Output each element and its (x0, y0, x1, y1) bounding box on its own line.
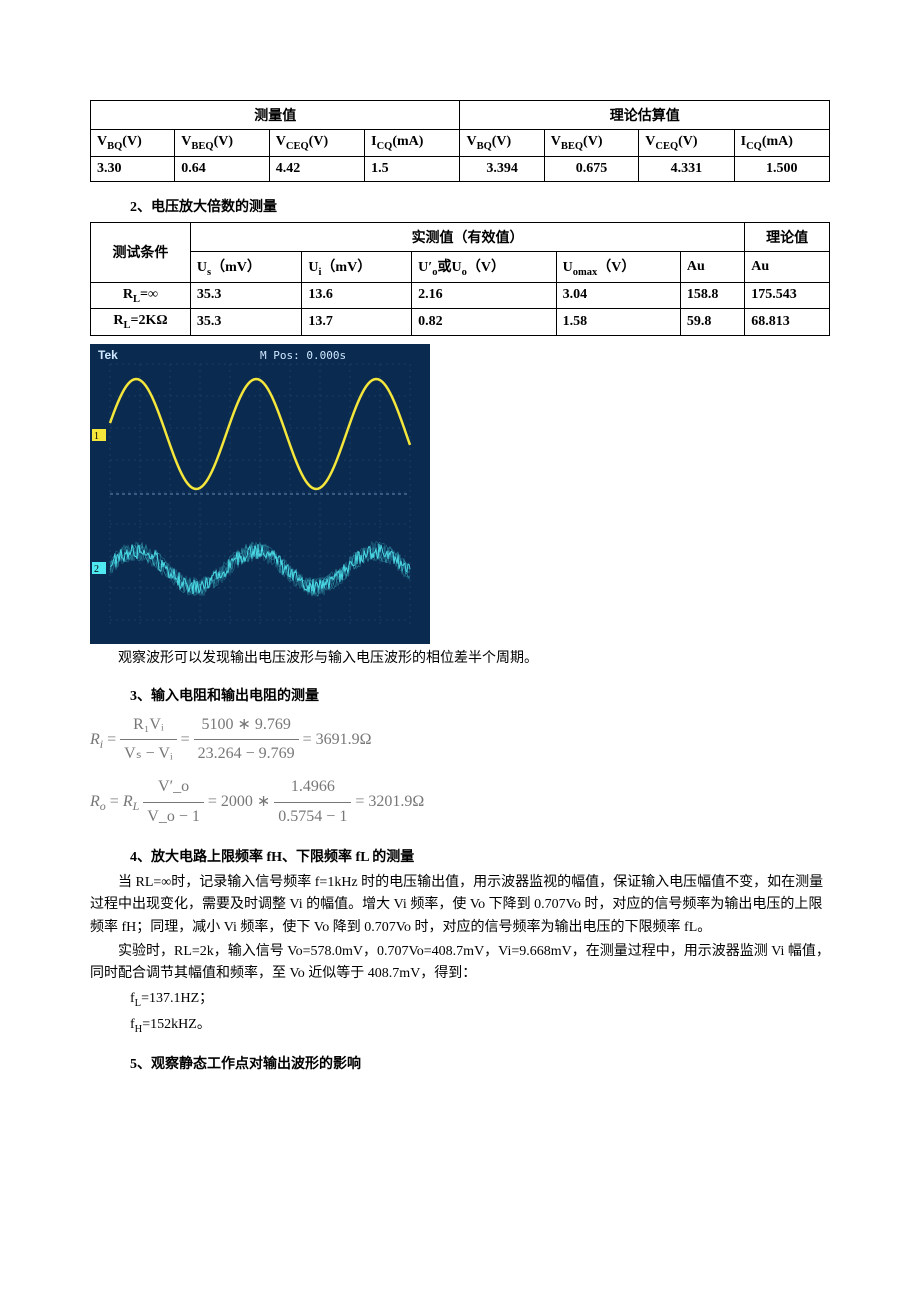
t2-cond: RL=∞ (91, 282, 191, 309)
t2-cell: 68.813 (745, 309, 830, 336)
t2-col: Au (745, 251, 830, 282)
t1-col: VCEQ(V) (269, 130, 364, 157)
t1-col: ICQ(mA) (734, 130, 829, 157)
scope-caption: 观察波形可以发现输出电压波形与输入电压波形的相位差半个周期。 (90, 648, 830, 670)
t1-col: VBEQ(V) (175, 130, 270, 157)
t2-cell: 35.3 (190, 309, 301, 336)
t2-cond: RL=2KΩ (91, 309, 191, 336)
t1-header-right: 理论估算值 (460, 101, 830, 130)
para4-1: 当 RL=∞时，记录输入信号频率 f=1kHz 时的电压输出值，用示波器监视的幅… (90, 872, 830, 939)
section5-title: 5、观察静态工作点对输出波形的影响 (130, 1053, 830, 1073)
t2-cell: 13.6 (302, 282, 412, 309)
fH-line: fH=152kHZ。 (130, 1014, 830, 1039)
t1-cell: 3.30 (91, 156, 175, 181)
svg-text:Tek: Tek (98, 348, 118, 362)
para4-2: 实验时，RL=2k，输入信号 Vo=578.0mV，0.707Vo=408.7m… (90, 941, 830, 986)
t1-cell: 1.500 (734, 156, 829, 181)
t2-rowhead: 测试条件 (91, 222, 191, 282)
section3-title: 3、输入电阻和输出电阻的测量 (130, 685, 830, 705)
t1-col: VCEQ(V) (639, 130, 734, 157)
t2-col: Us（mV） (190, 251, 301, 282)
table-measurement: 测量值 理论估算值 VBQ(V)VBEQ(V)VCEQ(V)ICQ(mA)VBQ… (90, 100, 830, 182)
section4-title: 4、放大电路上限频率 fH、下限频率 fL 的测量 (130, 846, 830, 866)
t2-group-right: 理论值 (745, 222, 830, 251)
t2-cell: 59.8 (680, 309, 744, 336)
t1-col: VBEQ(V) (544, 130, 639, 157)
t2-col: Uomax（V） (556, 251, 680, 282)
t2-cell: 3.04 (556, 282, 680, 309)
t1-cell: 3.394 (460, 156, 544, 181)
oscilloscope-image: M Pos: 0.000s Tek 1 2 (90, 344, 830, 644)
table-gain: 测试条件 实测值（有效值） 理论值 Us（mV）Ui（mV）U′o或Uo（V）U… (90, 222, 830, 336)
svg-text:M Pos: 0.000s: M Pos: 0.000s (260, 349, 346, 362)
t2-col: U′o或Uo（V） (412, 251, 557, 282)
t2-cell: 0.82 (412, 309, 557, 336)
t2-cell: 1.58 (556, 309, 680, 336)
t2-cell: 13.7 (302, 309, 412, 336)
t1-col: VBQ(V) (91, 130, 175, 157)
t1-cell: 1.5 (365, 156, 460, 181)
section2-title: 2、电压放大倍数的测量 (130, 196, 830, 216)
t1-col: ICQ(mA) (365, 130, 460, 157)
t2-cell: 35.3 (190, 282, 301, 309)
t1-col: VBQ(V) (460, 130, 544, 157)
fL-line: fL=137.1HZ； (130, 988, 830, 1013)
t1-header-left: 测量值 (91, 101, 460, 130)
t2-col: Au (680, 251, 744, 282)
svg-text:2: 2 (94, 564, 99, 575)
t1-cell: 0.64 (175, 156, 270, 181)
t1-cell: 4.331 (639, 156, 734, 181)
t1-cell: 0.675 (544, 156, 639, 181)
svg-text:1: 1 (94, 431, 99, 442)
t2-cell: 158.8 (680, 282, 744, 309)
t2-cell: 175.543 (745, 282, 830, 309)
formula-ro: Ro = RL V′_oV_o − 1 = 2000 ∗ 1.49660.575… (90, 773, 830, 832)
t2-group-mid: 实测值（有效值） (190, 222, 744, 251)
t2-cell: 2.16 (412, 282, 557, 309)
formula-ri: Ri = R₁VᵢVₛ − Vᵢ = 5100 ∗ 9.76923.264 − … (90, 711, 830, 770)
t1-cell: 4.42 (269, 156, 364, 181)
t2-col: Ui（mV） (302, 251, 412, 282)
